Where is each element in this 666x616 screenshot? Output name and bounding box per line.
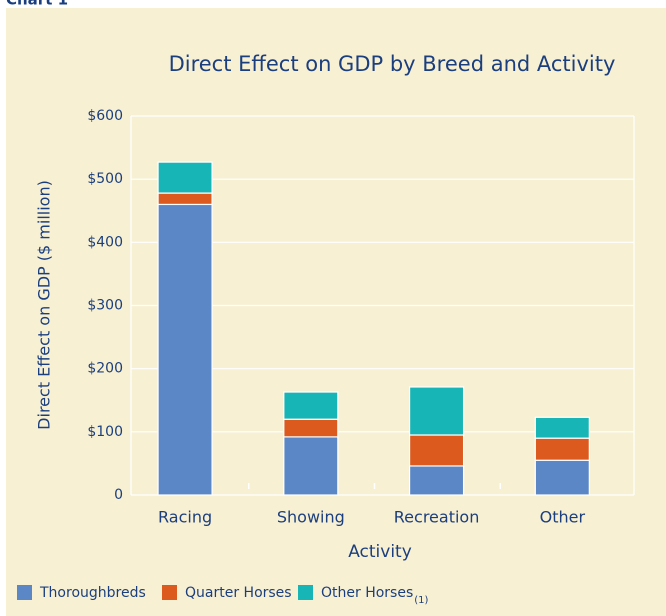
y-tick-label: $200 (87, 361, 123, 377)
bar-segment (283, 391, 339, 420)
legend-label: Other Horses (321, 585, 413, 601)
legend-swatch (298, 585, 313, 600)
legend-label: Thoroughbreds (39, 585, 146, 601)
bar-segment (157, 192, 213, 206)
header: Chart 1 (6, 0, 68, 9)
x-axis-label: Activity (348, 542, 412, 562)
bar-segment (408, 434, 465, 467)
bar-segment (534, 416, 590, 439)
bar-segment (408, 465, 465, 496)
chart-title: Direct Effect on GDP by Breed and Activi… (169, 52, 616, 76)
panel (6, 8, 666, 616)
y-tick-label: $300 (87, 298, 123, 314)
bar-segment (157, 161, 213, 194)
x-tick-label: Other (540, 508, 586, 527)
y-axis-label: Direct Effect on GDP ($ million) (35, 180, 54, 430)
y-tick-label: $600 (87, 108, 123, 124)
x-tick-label: Recreation (394, 508, 480, 527)
y-tick-label: $400 (87, 234, 123, 250)
x-tick-label: Racing (158, 508, 212, 527)
bar-segment (157, 203, 213, 496)
y-tick-label: $100 (87, 424, 123, 440)
legend-swatch (162, 585, 177, 600)
bar-segment (283, 418, 339, 438)
legend-label: Quarter Horses (185, 585, 292, 601)
bar-segment (534, 459, 590, 496)
bar-segment (534, 437, 590, 461)
bar-segment (408, 386, 465, 436)
legend-note: (1) (414, 595, 428, 606)
y-tick-label: $500 (87, 171, 123, 187)
y-tick-label: 0 (114, 487, 123, 503)
bar-segment (283, 436, 339, 496)
x-tick-label: Showing (277, 508, 345, 527)
legend-swatch (17, 585, 32, 600)
